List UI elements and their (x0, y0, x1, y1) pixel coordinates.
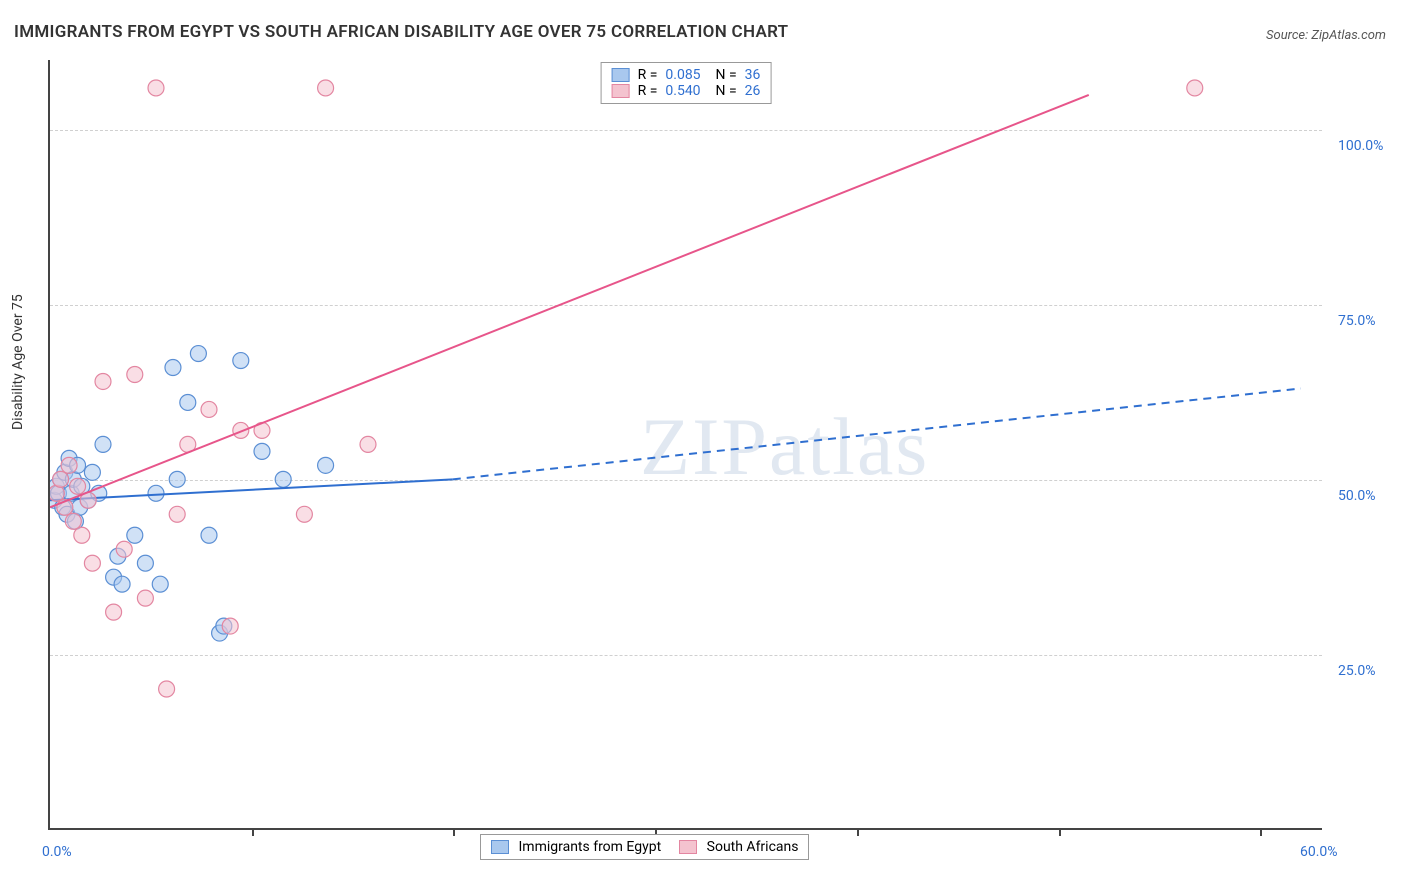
scatter-point (254, 443, 270, 459)
scatter-point (106, 604, 122, 620)
scatter-point (137, 555, 153, 571)
scatter-point (1187, 80, 1203, 96)
legend-n-value-0: 36 (745, 67, 761, 83)
scatter-point (137, 590, 153, 606)
scatter-point (201, 527, 217, 543)
scatter-point (95, 436, 111, 452)
legend-bottom-item-1: South Africans (679, 839, 798, 855)
legend-bottom-swatch-1 (679, 840, 697, 854)
scatter-point (318, 80, 334, 96)
scatter-point (165, 360, 181, 376)
legend-bottom-item-0: Immigrants from Egypt (491, 839, 661, 855)
regression-line-dashed (453, 388, 1301, 479)
scatter-point (53, 471, 69, 487)
scatter-point (180, 394, 196, 410)
legend-bottom-label-0: Immigrants from Egypt (518, 839, 661, 855)
scatter-point (233, 422, 249, 438)
legend-correlation: R = 0.085 N = 36 R = 0.540 N = 26 (601, 62, 772, 104)
scatter-point (116, 541, 132, 557)
scatter-svg (50, 60, 1322, 829)
y-axis-label: Disability Age Over 75 (10, 294, 26, 430)
x-tick (857, 828, 859, 836)
y-tick-label: 100.0% (1338, 138, 1383, 154)
legend-swatch-1 (612, 84, 630, 98)
scatter-point (275, 471, 291, 487)
x-tick (453, 828, 455, 836)
legend-n-label: N = (709, 67, 737, 83)
scatter-point (114, 576, 130, 592)
legend-r-value-0: 0.085 (665, 67, 700, 83)
scatter-point (169, 471, 185, 487)
x-tick-label-1: 60.0% (1300, 844, 1338, 860)
source-label: Source: ZipAtlas.com (1266, 28, 1386, 43)
scatter-point (190, 346, 206, 362)
legend-row-1: R = 0.540 N = 26 (612, 83, 761, 99)
chart-title: IMMIGRANTS FROM EGYPT VS SOUTH AFRICAN D… (14, 22, 788, 42)
legend-bottom-swatch-0 (491, 840, 509, 854)
scatter-point (296, 506, 312, 522)
scatter-point (222, 618, 238, 634)
legend-r-label: R = (638, 67, 658, 83)
legend-n-value-1: 26 (745, 83, 761, 99)
x-tick (1260, 828, 1262, 836)
plot-area: 25.0%50.0%75.0%100.0% ZIPatlas R = 0.085… (48, 60, 1322, 830)
scatter-point (169, 506, 185, 522)
scatter-point (360, 436, 376, 452)
scatter-point (84, 464, 100, 480)
regression-line-solid (50, 95, 1089, 507)
x-tick (1059, 828, 1061, 836)
scatter-point (61, 457, 77, 473)
scatter-point (148, 485, 164, 501)
scatter-point (318, 457, 334, 473)
scatter-point (84, 555, 100, 571)
scatter-point (159, 681, 175, 697)
legend-row-0: R = 0.085 N = 36 (612, 67, 761, 83)
legend-bottom-label-1: South Africans (707, 839, 799, 855)
y-tick-label: 25.0% (1338, 663, 1376, 679)
legend-swatch-0 (612, 68, 630, 82)
scatter-point (233, 353, 249, 369)
scatter-point (65, 513, 81, 529)
x-tick-label-0: 0.0% (42, 844, 72, 860)
legend-series: Immigrants from Egypt South Africans (480, 834, 809, 860)
legend-r-label: R = (638, 83, 658, 99)
scatter-point (70, 478, 86, 494)
legend-n-label: N = (709, 83, 737, 99)
scatter-point (201, 401, 217, 417)
y-tick-label: 50.0% (1338, 488, 1376, 504)
scatter-point (148, 80, 164, 96)
scatter-point (74, 527, 90, 543)
legend-r-value-1: 0.540 (665, 83, 700, 99)
scatter-point (152, 576, 168, 592)
x-tick (252, 828, 254, 836)
scatter-point (127, 367, 143, 383)
scatter-point (127, 527, 143, 543)
chart-container: IMMIGRANTS FROM EGYPT VS SOUTH AFRICAN D… (0, 0, 1406, 892)
y-tick-label: 75.0% (1338, 313, 1376, 329)
scatter-point (95, 374, 111, 390)
